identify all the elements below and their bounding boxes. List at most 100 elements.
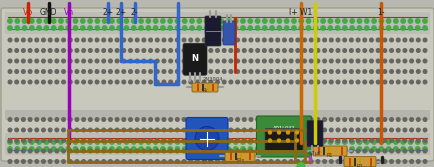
- Circle shape: [262, 19, 266, 23]
- Circle shape: [329, 80, 332, 84]
- Circle shape: [275, 160, 279, 163]
- Circle shape: [162, 80, 165, 84]
- Circle shape: [15, 128, 19, 132]
- Circle shape: [222, 49, 226, 52]
- Circle shape: [335, 149, 339, 153]
- Circle shape: [262, 118, 266, 121]
- Circle shape: [269, 80, 272, 84]
- Circle shape: [276, 26, 281, 30]
- Circle shape: [95, 26, 99, 30]
- Circle shape: [208, 38, 212, 42]
- Circle shape: [15, 147, 20, 151]
- Circle shape: [95, 139, 99, 142]
- Circle shape: [235, 149, 239, 153]
- Circle shape: [389, 128, 392, 132]
- Circle shape: [51, 19, 56, 23]
- Circle shape: [22, 26, 27, 30]
- Circle shape: [95, 80, 99, 84]
- Circle shape: [115, 160, 118, 163]
- Circle shape: [322, 59, 326, 63]
- Circle shape: [233, 147, 237, 151]
- Circle shape: [369, 38, 372, 42]
- Circle shape: [375, 70, 379, 73]
- Circle shape: [75, 160, 79, 163]
- Circle shape: [182, 38, 185, 42]
- Circle shape: [342, 19, 346, 23]
- Circle shape: [188, 128, 192, 132]
- Circle shape: [75, 49, 79, 52]
- Circle shape: [389, 38, 392, 42]
- Circle shape: [66, 140, 70, 144]
- Circle shape: [389, 70, 392, 73]
- Circle shape: [262, 70, 266, 73]
- Circle shape: [335, 139, 339, 142]
- Circle shape: [422, 26, 426, 30]
- Circle shape: [316, 70, 319, 73]
- Circle shape: [342, 140, 346, 144]
- Circle shape: [229, 49, 232, 52]
- Circle shape: [195, 38, 199, 42]
- Circle shape: [249, 70, 252, 73]
- Circle shape: [375, 49, 379, 52]
- Circle shape: [135, 118, 138, 121]
- Circle shape: [82, 70, 85, 73]
- Circle shape: [255, 140, 259, 144]
- FancyBboxPatch shape: [1, 8, 433, 161]
- Circle shape: [42, 118, 45, 121]
- Circle shape: [349, 140, 354, 144]
- Circle shape: [102, 118, 105, 121]
- Circle shape: [395, 80, 399, 84]
- Circle shape: [202, 160, 205, 163]
- Circle shape: [415, 70, 419, 73]
- Circle shape: [306, 140, 310, 144]
- Circle shape: [356, 147, 361, 151]
- Circle shape: [409, 118, 412, 121]
- Circle shape: [355, 49, 359, 52]
- Circle shape: [342, 139, 345, 142]
- Circle shape: [108, 70, 112, 73]
- Circle shape: [202, 38, 205, 42]
- Circle shape: [204, 19, 208, 23]
- Circle shape: [102, 140, 107, 144]
- Circle shape: [44, 147, 49, 151]
- Circle shape: [242, 38, 246, 42]
- Circle shape: [335, 80, 339, 84]
- Circle shape: [51, 140, 56, 144]
- Circle shape: [108, 49, 112, 52]
- Circle shape: [289, 49, 292, 52]
- Circle shape: [62, 128, 65, 132]
- Circle shape: [284, 140, 288, 144]
- Circle shape: [168, 49, 172, 52]
- Circle shape: [322, 38, 326, 42]
- Text: R2: R2: [356, 163, 362, 167]
- Circle shape: [68, 149, 72, 153]
- Circle shape: [229, 160, 232, 163]
- Circle shape: [197, 19, 201, 23]
- Circle shape: [302, 139, 306, 142]
- Circle shape: [242, 149, 246, 153]
- Circle shape: [168, 38, 172, 42]
- Circle shape: [364, 140, 368, 144]
- Circle shape: [222, 80, 226, 84]
- Circle shape: [44, 140, 49, 144]
- Circle shape: [48, 139, 52, 142]
- Circle shape: [309, 149, 312, 153]
- Circle shape: [155, 80, 159, 84]
- Circle shape: [249, 128, 252, 132]
- Circle shape: [249, 149, 252, 153]
- Circle shape: [269, 38, 272, 42]
- Circle shape: [395, 49, 399, 52]
- Circle shape: [218, 140, 223, 144]
- Text: N: N: [191, 54, 198, 63]
- Circle shape: [128, 149, 132, 153]
- Circle shape: [68, 80, 72, 84]
- Circle shape: [402, 128, 406, 132]
- Circle shape: [188, 139, 192, 142]
- Circle shape: [255, 128, 259, 132]
- Circle shape: [148, 70, 152, 73]
- Circle shape: [62, 38, 65, 42]
- Circle shape: [282, 70, 286, 73]
- Circle shape: [382, 49, 386, 52]
- Circle shape: [268, 131, 271, 134]
- Circle shape: [89, 70, 92, 73]
